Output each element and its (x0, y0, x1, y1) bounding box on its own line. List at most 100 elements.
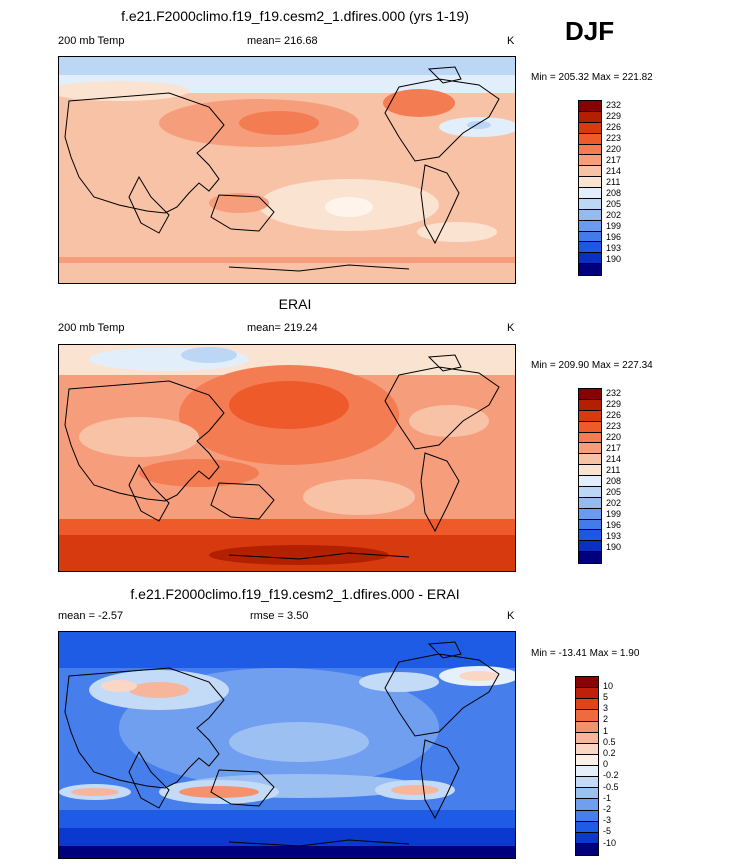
colorbar-swatch (579, 231, 601, 243)
panel2-field (59, 345, 515, 571)
panel3-rmse-label: rmse = 3.50 (250, 610, 309, 622)
panel1-map (58, 56, 516, 284)
panel1-mean-label: mean= 216.68 (247, 35, 318, 47)
panel2-colorbar (578, 388, 602, 564)
colorbar-swatch (579, 133, 601, 145)
colorbar-swatch (579, 253, 601, 265)
panel2-tick: 214 (606, 454, 622, 464)
panel2-colorbar-swatches (579, 389, 601, 563)
colorbar-swatch (579, 122, 601, 134)
panel1-tick: 211 (606, 177, 621, 187)
panel2-tick: 217 (606, 443, 622, 453)
colorbar-swatch (579, 530, 601, 542)
colorbar-swatch (576, 843, 598, 855)
panel2-tick: 199 (606, 509, 622, 519)
panel3-colorbar-ticks: 10 5 3 2 1 0.5 0.2 0 -0.2 -0.5 -1 -2 -3 … (603, 676, 643, 856)
colorbar-swatch (576, 788, 598, 800)
colorbar-swatch (579, 177, 601, 188)
panel1-tick: 226 (606, 122, 622, 132)
colorbar-swatch (579, 155, 601, 167)
colorbar-swatch (579, 410, 601, 422)
panel1-field (59, 57, 515, 283)
colorbar-swatch (576, 799, 598, 811)
panel3-tick: 0 (603, 759, 609, 769)
panel3-tick: 0.5 (603, 737, 616, 747)
panel2-tick: 211 (606, 465, 621, 475)
colorbar-swatch (579, 264, 601, 275)
colorbar-swatch (579, 209, 601, 221)
colorbar-swatch (576, 832, 598, 844)
panel1-units-label: K (507, 35, 515, 47)
panel2-tick: 223 (606, 421, 622, 431)
panel1-tick: 208 (606, 188, 622, 198)
panel1-tick: 205 (606, 199, 622, 209)
colorbar-swatch (579, 432, 601, 444)
season-label: DJF (565, 16, 615, 46)
panel1-variable-label: 200 mb Temp (58, 35, 125, 47)
colorbar-swatch (579, 166, 601, 178)
colorbar-swatch (579, 486, 601, 498)
panel1-tick: 202 (606, 210, 622, 220)
panel2-variable-label: 200 mb Temp (58, 322, 125, 334)
colorbar-swatch (579, 101, 601, 112)
colorbar-swatch (576, 766, 598, 778)
panel3-colorbar (575, 676, 599, 856)
colorbar-swatch (576, 677, 598, 689)
panel3-colorbar-swatches (576, 677, 598, 855)
panel3-tick: 5 (603, 692, 609, 702)
colorbar-swatch (576, 688, 598, 700)
panel3-tick: 0.2 (603, 748, 616, 758)
panel3-tick: 2 (603, 714, 609, 724)
panel3-units-label: K (507, 610, 515, 622)
colorbar-swatch (576, 732, 598, 744)
panel3-title: f.e21.F2000climo.f19_f19.cesm2_1.dfires.… (130, 586, 460, 602)
panel3-tick: -0.5 (603, 782, 619, 792)
panel1-title: f.e21.F2000climo.f19_f19.cesm2_1.dfires.… (121, 8, 469, 24)
panel1-tick: 214 (606, 166, 622, 176)
colorbar-swatch (579, 144, 601, 156)
panel1-tick: 223 (606, 133, 622, 143)
colorbar-swatch (576, 754, 598, 766)
panel1-colorbar-swatches (579, 101, 601, 275)
colorbar-swatch (576, 721, 598, 733)
panel3-tick: 10 (603, 681, 614, 691)
panel1-tick: 196 (606, 232, 622, 242)
colorbar-swatch (579, 508, 601, 520)
colorbar-swatch (579, 476, 601, 487)
colorbar-swatch (579, 198, 601, 210)
panel2-tick: 229 (606, 399, 622, 409)
panel3-tick: -3 (603, 815, 612, 825)
panel3-min-max: Min = -13.41 Max = 1.90 (531, 648, 640, 659)
colorbar-swatch (579, 421, 601, 433)
panel1-tick: 199 (606, 221, 622, 231)
colorbar-swatch (579, 111, 601, 123)
colorbar-swatch (576, 821, 598, 833)
colorbar-swatch (579, 541, 601, 553)
panel1-tick: 193 (606, 243, 622, 253)
panel2-tick: 208 (606, 476, 622, 486)
panel2-title: ERAI (278, 296, 312, 312)
colorbar-swatch (579, 242, 601, 254)
colorbar-swatch (579, 188, 601, 199)
colorbar-swatch (579, 552, 601, 563)
panel1-tick: 190 (606, 254, 622, 264)
panel3-tick: 3 (603, 703, 609, 713)
panel1-tick: 220 (606, 144, 622, 154)
colorbar-swatch (579, 465, 601, 476)
panel3-tick: -10 (603, 838, 617, 848)
panel1-min-max: Min = 205.32 Max = 221.82 (531, 72, 653, 83)
panel2-units-label: K (507, 322, 515, 334)
panel1-tick: 217 (606, 155, 622, 165)
panel2-tick: 196 (606, 520, 622, 530)
panel2-tick: 232 (606, 388, 622, 398)
panel3-tick: 1 (603, 726, 609, 736)
colorbar-swatch (579, 399, 601, 411)
panel3-mean-label: mean = -2.57 (58, 610, 124, 622)
colorbar-swatch (576, 699, 598, 711)
panel3-field (59, 632, 515, 858)
panel1-colorbar (578, 100, 602, 276)
panel3-tick: -1 (603, 793, 612, 803)
panel2-tick: 220 (606, 432, 622, 442)
panel1-tick: 232 (606, 100, 622, 110)
panel2-min-max: Min = 209.90 Max = 227.34 (531, 360, 653, 371)
